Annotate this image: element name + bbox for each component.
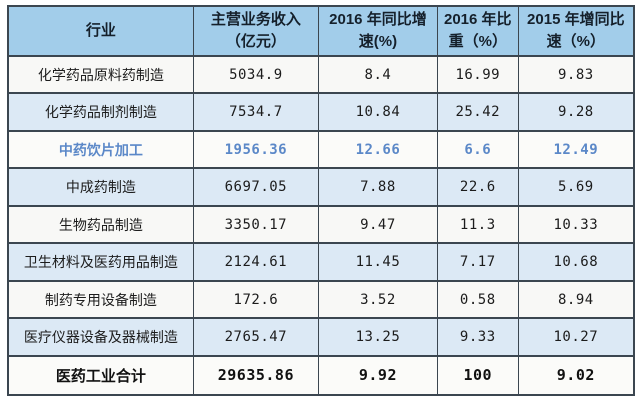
header-revenue: 主营业务收入 （亿元）: [192, 5, 319, 57]
cell-growth-2016: 13.25: [317, 317, 438, 357]
cell-share-2016: 0.58: [436, 279, 519, 320]
industry-table: 行业 主营业务收入 （亿元） 2016 年同比增 速(%) 2016 年比 重（…: [7, 5, 635, 397]
cell-industry: 化学药品制剂制造: [7, 92, 194, 132]
cell-growth-2016: 10.84: [317, 92, 438, 132]
cell-share-2016: 11.3: [436, 204, 519, 245]
cell-growth-2015: 8.94: [517, 279, 635, 320]
cell-share-2016: 16.99: [436, 54, 519, 95]
table-row: 制药专用设备制造 172.6 3.52 0.58 8.94: [7, 279, 635, 320]
table-row-total: 医药工业合计 29635.86 9.92 100 9.02: [7, 354, 635, 397]
header-growth-2015: 2015 年增同比 速（%）: [517, 5, 635, 57]
cell-growth-2015: 10.33: [517, 204, 635, 245]
cell-industry: 医疗仪器设备及器械制造: [7, 317, 194, 357]
cell-industry: 中药饮片加工: [7, 129, 194, 170]
cell-growth-2015: 9.28: [517, 92, 635, 132]
cell-growth-2015: 10.27: [517, 317, 635, 357]
cell-industry: 卫生材料及医药用品制造: [7, 242, 194, 282]
cell-growth-2015: 10.68: [517, 242, 635, 282]
cell-share-2016: 9.33: [436, 317, 519, 357]
header-share-2016: 2016 年比 重（%）: [436, 5, 519, 57]
cell-growth-2015: 5.69: [517, 167, 635, 207]
cell-revenue: 7534.7: [192, 92, 319, 132]
cell-revenue: 3350.17: [192, 204, 319, 245]
cell-share-2016: 100: [436, 354, 519, 397]
cell-growth-2016: 8.4: [317, 54, 438, 95]
cell-growth-2016: 11.45: [317, 242, 438, 282]
cell-growth-2016: 9.92: [317, 354, 438, 397]
cell-industry: 化学药品原料药制造: [7, 54, 194, 95]
cell-industry: 制药专用设备制造: [7, 279, 194, 320]
cell-industry: 生物药品制造: [7, 204, 194, 245]
cell-industry: 中成药制造: [7, 167, 194, 207]
cell-revenue: 2765.47: [192, 317, 319, 357]
cell-revenue: 29635.86: [192, 354, 319, 397]
table-row: 生物药品制造 3350.17 9.47 11.3 10.33: [7, 204, 635, 245]
cell-revenue: 172.6: [192, 279, 319, 320]
table-row: 卫生材料及医药用品制造 2124.61 11.45 7.17 10.68: [7, 242, 635, 282]
cell-share-2016: 6.6: [436, 129, 519, 170]
cell-growth-2016: 7.88: [317, 167, 438, 207]
cell-growth-2016: 9.47: [317, 204, 438, 245]
header-industry: 行业: [7, 5, 194, 57]
cell-revenue: 2124.61: [192, 242, 319, 282]
cell-share-2016: 25.42: [436, 92, 519, 132]
table-row: 医疗仪器设备及器械制造 2765.47 13.25 9.33 10.27: [7, 317, 635, 357]
cell-share-2016: 7.17: [436, 242, 519, 282]
cell-revenue: 5034.9: [192, 54, 319, 95]
cell-growth-2015: 12.49: [517, 129, 635, 170]
cell-growth-2015: 9.02: [517, 354, 635, 397]
cell-share-2016: 22.6: [436, 167, 519, 207]
header-row: 行业 主营业务收入 （亿元） 2016 年同比增 速(%) 2016 年比 重（…: [7, 5, 635, 57]
cell-growth-2016: 12.66: [317, 129, 438, 170]
table-row: 中成药制造 6697.05 7.88 22.6 5.69: [7, 167, 635, 207]
table-row-highlight: 中药饮片加工 1956.36 12.66 6.6 12.49: [7, 129, 635, 170]
cell-revenue: 1956.36: [192, 129, 319, 170]
cell-industry: 医药工业合计: [7, 354, 194, 397]
cell-growth-2016: 3.52: [317, 279, 438, 320]
table-row: 化学药品制剂制造 7534.7 10.84 25.42 9.28: [7, 92, 635, 132]
cell-growth-2015: 9.83: [517, 54, 635, 95]
header-growth-2016: 2016 年同比增 速(%): [317, 5, 438, 57]
cell-revenue: 6697.05: [192, 167, 319, 207]
table-row: 化学药品原料药制造 5034.9 8.4 16.99 9.83: [7, 54, 635, 95]
